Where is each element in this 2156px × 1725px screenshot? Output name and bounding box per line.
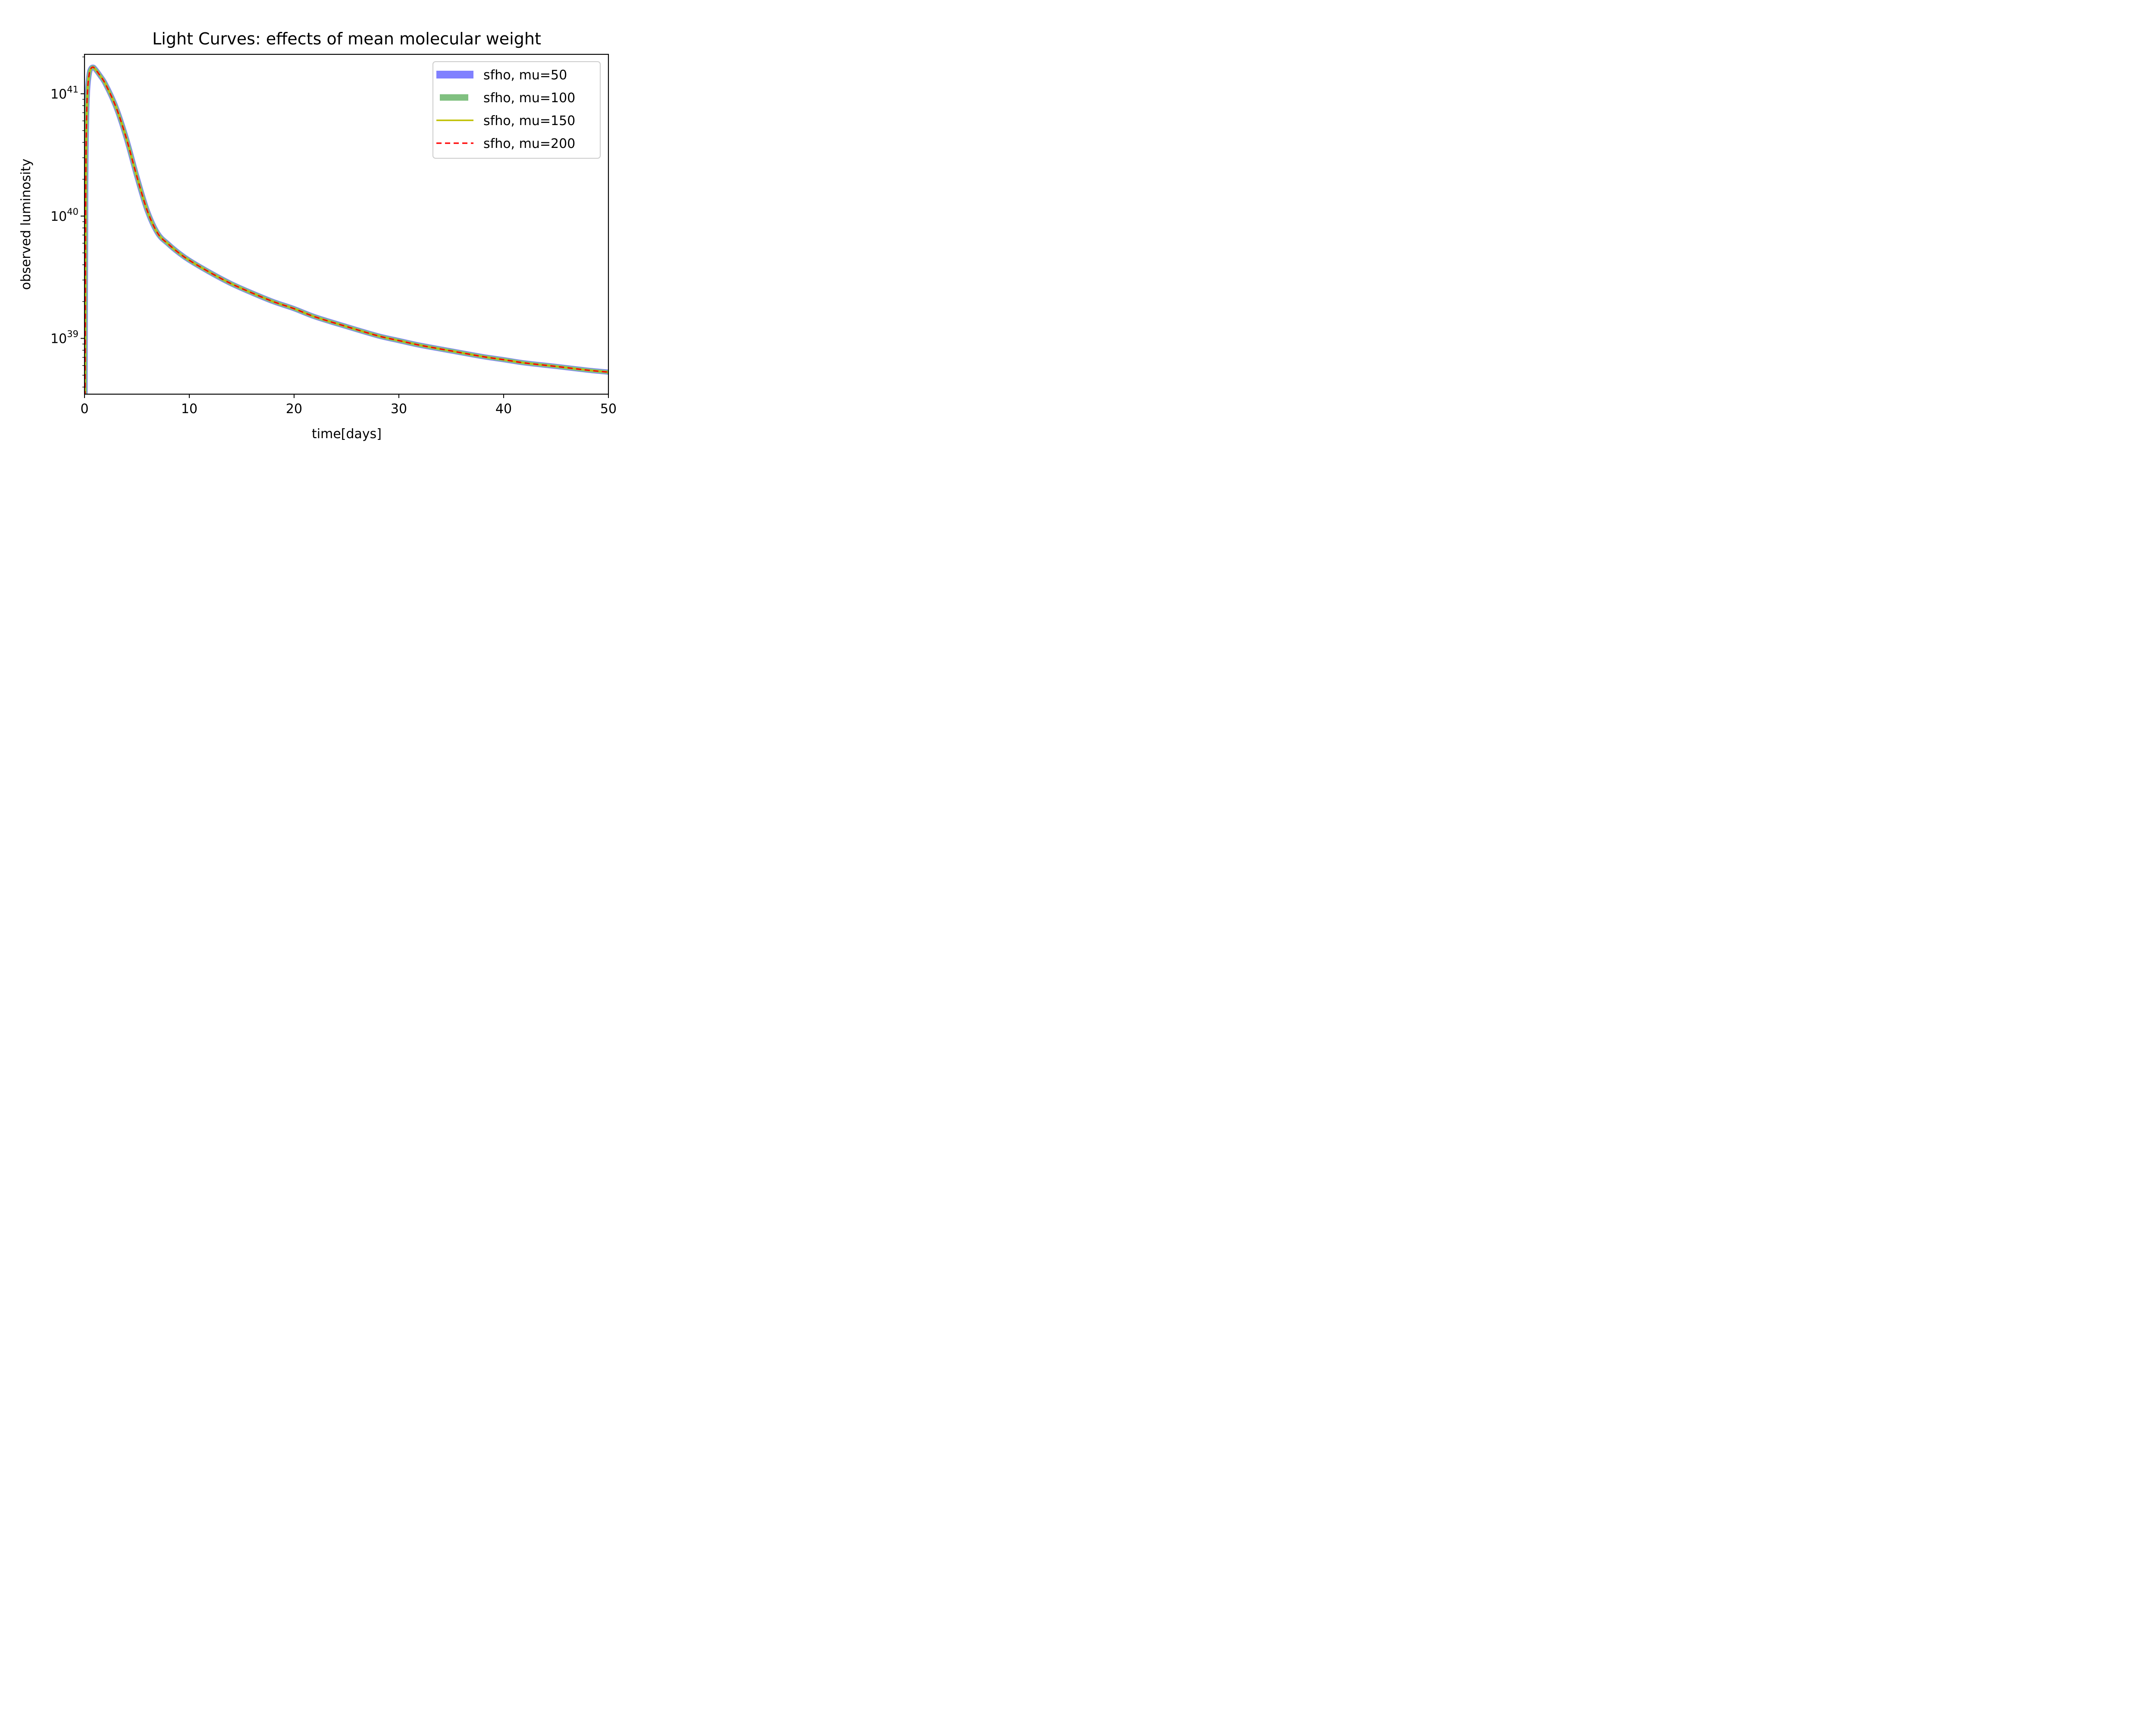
x-tick-label: 40 bbox=[495, 401, 512, 417]
legend-label: sfho, mu=50 bbox=[483, 68, 567, 83]
chart-title: Light Curves: effects of mean molecular … bbox=[152, 29, 541, 48]
series-line-mu-4 bbox=[85, 66, 608, 394]
plot-frame bbox=[84, 53, 609, 395]
plot-area bbox=[85, 64, 608, 394]
legend: sfho, mu=50 sfho, mu=100 sfho, mu=150 sfho,… bbox=[432, 61, 601, 159]
legend-box bbox=[432, 61, 601, 159]
y-axis: 1039 1040 1041 bbox=[50, 56, 85, 388]
x-tick-label: 50 bbox=[600, 401, 617, 417]
y-tick-label: 1040 bbox=[50, 207, 78, 224]
x-tick-label: 20 bbox=[286, 401, 302, 417]
light-curve-chart: 0 10 20 30 40 50 1039 1040 1041 Light Curves: e… bbox=[0, 0, 671, 447]
y-tick-label: 1039 bbox=[50, 329, 78, 347]
x-axis-label: time[days] bbox=[312, 427, 382, 442]
x-axis: 0 10 20 30 40 50 bbox=[80, 394, 617, 417]
y-tick-label: 1041 bbox=[50, 84, 78, 102]
legend-label: sfho, mu=200 bbox=[483, 136, 575, 151]
legend-label: sfho, mu=150 bbox=[483, 113, 575, 129]
legend-label: sfho, mu=100 bbox=[483, 91, 575, 106]
x-tick-label: 30 bbox=[391, 401, 407, 417]
y-axis-label: observed luminosity bbox=[19, 159, 34, 290]
series-layer bbox=[85, 64, 608, 394]
x-tick-label: 0 bbox=[80, 401, 88, 417]
x-tick-label: 10 bbox=[181, 401, 197, 417]
